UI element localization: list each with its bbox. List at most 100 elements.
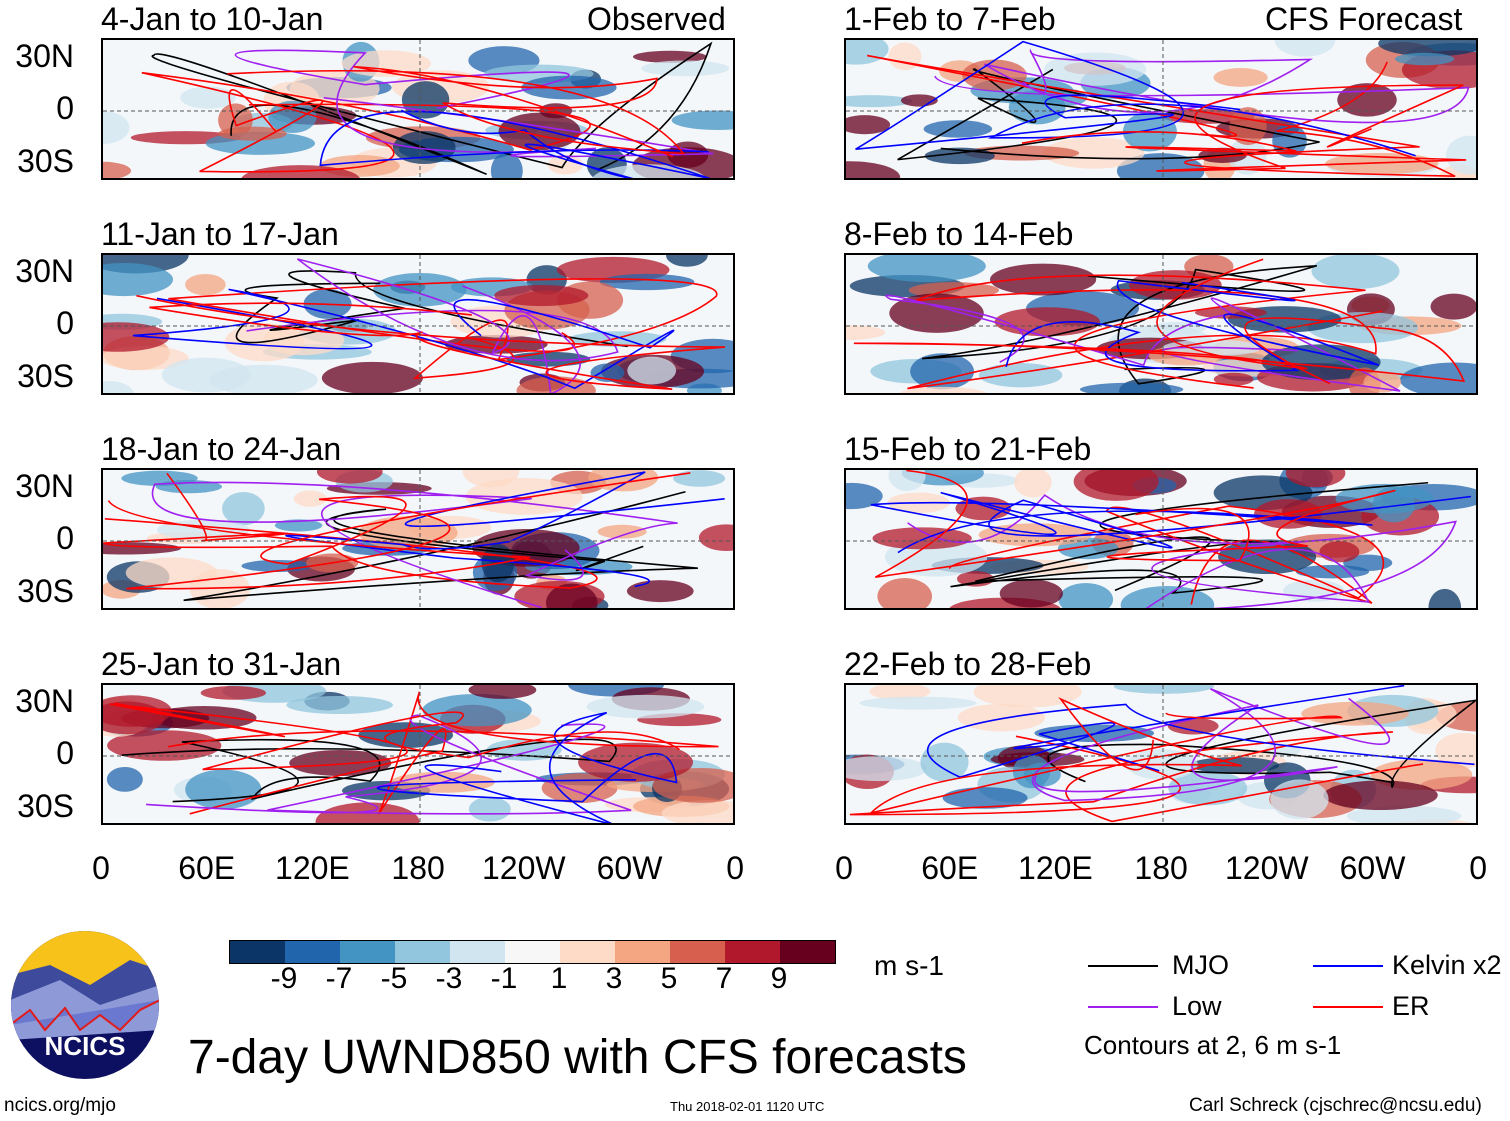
wind-anomaly-blob bbox=[673, 470, 726, 487]
legend-mjo-line bbox=[1088, 965, 1158, 967]
wind-anomaly-blob bbox=[274, 519, 323, 532]
wind-anomaly-blob bbox=[999, 579, 1063, 608]
contour-line bbox=[1047, 699, 1476, 789]
contour-line bbox=[907, 494, 1457, 608]
legend-er-line bbox=[1313, 1006, 1383, 1008]
wind-anomaly-blob bbox=[1430, 293, 1476, 320]
wind-anomaly-blob bbox=[942, 787, 1028, 809]
wind-anomaly-blob bbox=[1213, 372, 1254, 386]
wind-anomaly-blob bbox=[293, 490, 327, 507]
contour-line bbox=[870, 491, 1472, 554]
colorbar-label: 7 bbox=[715, 962, 733, 995]
wind-anomaly-blob bbox=[910, 353, 975, 390]
contour-line bbox=[151, 41, 713, 176]
contour-line bbox=[376, 711, 678, 823]
colorbar-label: -5 bbox=[380, 962, 408, 995]
wind-anomaly-blob bbox=[373, 272, 467, 307]
colorbar-swatch bbox=[615, 941, 670, 963]
wind-anomaly-blob bbox=[103, 542, 182, 555]
wind-anomaly-blob bbox=[920, 742, 969, 782]
panel-title: 18-Jan to 24-Jan bbox=[101, 431, 342, 467]
contour-line bbox=[855, 40, 1416, 157]
colorbar-units: m s-1 bbox=[874, 950, 944, 981]
wind-anomaly-blob bbox=[1228, 137, 1267, 175]
wind-anomaly-blob bbox=[888, 42, 922, 71]
wind-anomaly-blob bbox=[547, 154, 583, 175]
wind-anomaly-blob bbox=[103, 262, 174, 297]
lon-label: 60W bbox=[596, 850, 663, 886]
wind-anomaly-blob bbox=[978, 363, 1063, 388]
contour-line bbox=[183, 491, 698, 602]
colorbar-label: -7 bbox=[325, 962, 353, 995]
wind-anomaly-blob bbox=[498, 112, 581, 151]
wind-anomaly-blob bbox=[1311, 255, 1400, 290]
contour-line bbox=[141, 71, 591, 173]
wind-anomaly-blob bbox=[586, 694, 705, 719]
figure-title: 7-day UWND850 with CFS forecasts bbox=[188, 1031, 967, 1084]
lat-label: 30N bbox=[15, 468, 74, 504]
contour-line bbox=[103, 472, 598, 589]
contour-line bbox=[285, 471, 725, 588]
wind-anomaly-blob bbox=[846, 325, 886, 341]
wind-anomaly-blob bbox=[103, 346, 189, 371]
map-panel bbox=[844, 38, 1478, 180]
lat-label: 30S bbox=[17, 788, 74, 824]
wind-anomaly-blob bbox=[103, 381, 135, 393]
wind-anomaly-blob bbox=[185, 769, 262, 810]
map-panel bbox=[101, 683, 735, 825]
wind-anomaly-blob bbox=[1270, 779, 1329, 820]
wind-anomaly-blob bbox=[468, 796, 511, 822]
contour-line bbox=[934, 48, 1470, 124]
panel-title: 15-Feb to 21-Feb bbox=[844, 431, 1092, 467]
wind-anomaly-blob bbox=[846, 115, 891, 135]
panel-title: 1-Feb to 7-Feb bbox=[844, 1, 1056, 37]
colorbar-label: -3 bbox=[435, 962, 463, 995]
contour-line bbox=[132, 288, 675, 390]
colorbar-swatch bbox=[285, 941, 340, 963]
wind-anomaly-blob bbox=[200, 686, 267, 700]
map-panel bbox=[101, 253, 735, 395]
colorbar-swatch bbox=[230, 941, 285, 963]
wind-anomaly-blob bbox=[1195, 306, 1267, 319]
wind-anomaly-blob bbox=[218, 126, 287, 141]
lat-label: 30S bbox=[17, 143, 74, 179]
footer-timestamp: Thu 2018-02-01 1120 UTC bbox=[670, 1099, 825, 1114]
wind-anomaly-blob bbox=[1128, 270, 1222, 300]
lon-label: 60E bbox=[921, 850, 979, 886]
wind-anomaly-blob bbox=[1058, 582, 1114, 608]
lat-label: 30S bbox=[17, 358, 74, 394]
wind-anomaly-blob bbox=[989, 263, 1097, 296]
wind-anomaly-blob bbox=[1229, 107, 1267, 146]
wind-anomaly-blob bbox=[1113, 685, 1215, 694]
wind-anomaly-blob bbox=[1073, 470, 1159, 501]
lon-label: 0 bbox=[835, 850, 853, 886]
map-panel bbox=[101, 468, 735, 610]
footer-url[interactable]: ncics.org/mjo bbox=[4, 1095, 116, 1116]
map-panel bbox=[844, 468, 1478, 610]
lat-label: 30N bbox=[15, 683, 74, 719]
contour-line bbox=[136, 294, 726, 391]
wind-anomaly-blob bbox=[1428, 588, 1462, 608]
wind-anomaly-blob bbox=[103, 161, 132, 178]
contour-line bbox=[234, 49, 714, 158]
legend-mjo-label: MJO bbox=[1172, 950, 1229, 980]
wind-anomaly-blob bbox=[222, 492, 265, 526]
legend-low-line bbox=[1088, 1006, 1158, 1008]
wind-anomaly-blob bbox=[898, 386, 988, 393]
map-panel bbox=[844, 683, 1478, 825]
contour-line bbox=[121, 738, 617, 803]
wind-anomaly-blob bbox=[1323, 780, 1438, 811]
wind-anomaly-blob bbox=[321, 361, 423, 393]
lat-label: 0 bbox=[56, 735, 74, 771]
panel-title: 25-Jan to 31-Jan bbox=[101, 646, 342, 682]
lat-label: 30N bbox=[15, 38, 74, 74]
wind-anomaly-blob bbox=[1378, 40, 1476, 57]
contour-line bbox=[922, 264, 1318, 385]
panel-title: 4-Jan to 10-Jan bbox=[101, 1, 324, 37]
wind-anomaly-blob bbox=[599, 273, 695, 291]
contour-line bbox=[1021, 84, 1467, 172]
colorbar-swatch bbox=[560, 941, 615, 963]
contour-line bbox=[950, 481, 1429, 595]
wind-anomaly-blob bbox=[698, 524, 733, 552]
lon-label: 180 bbox=[391, 850, 445, 886]
